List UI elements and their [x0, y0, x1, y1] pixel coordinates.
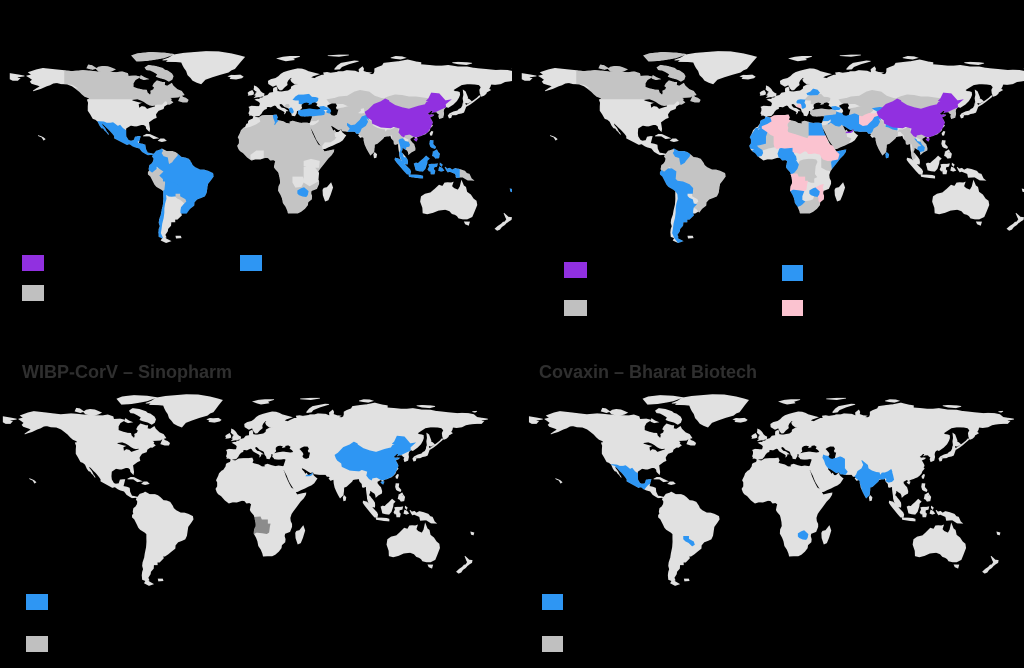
svg-text:Covaxin – Bharat Biotech: Covaxin – Bharat Biotech	[539, 362, 757, 382]
svg-text:WIBP-CorV – Sinopharm: WIBP-CorV – Sinopharm	[22, 362, 232, 382]
